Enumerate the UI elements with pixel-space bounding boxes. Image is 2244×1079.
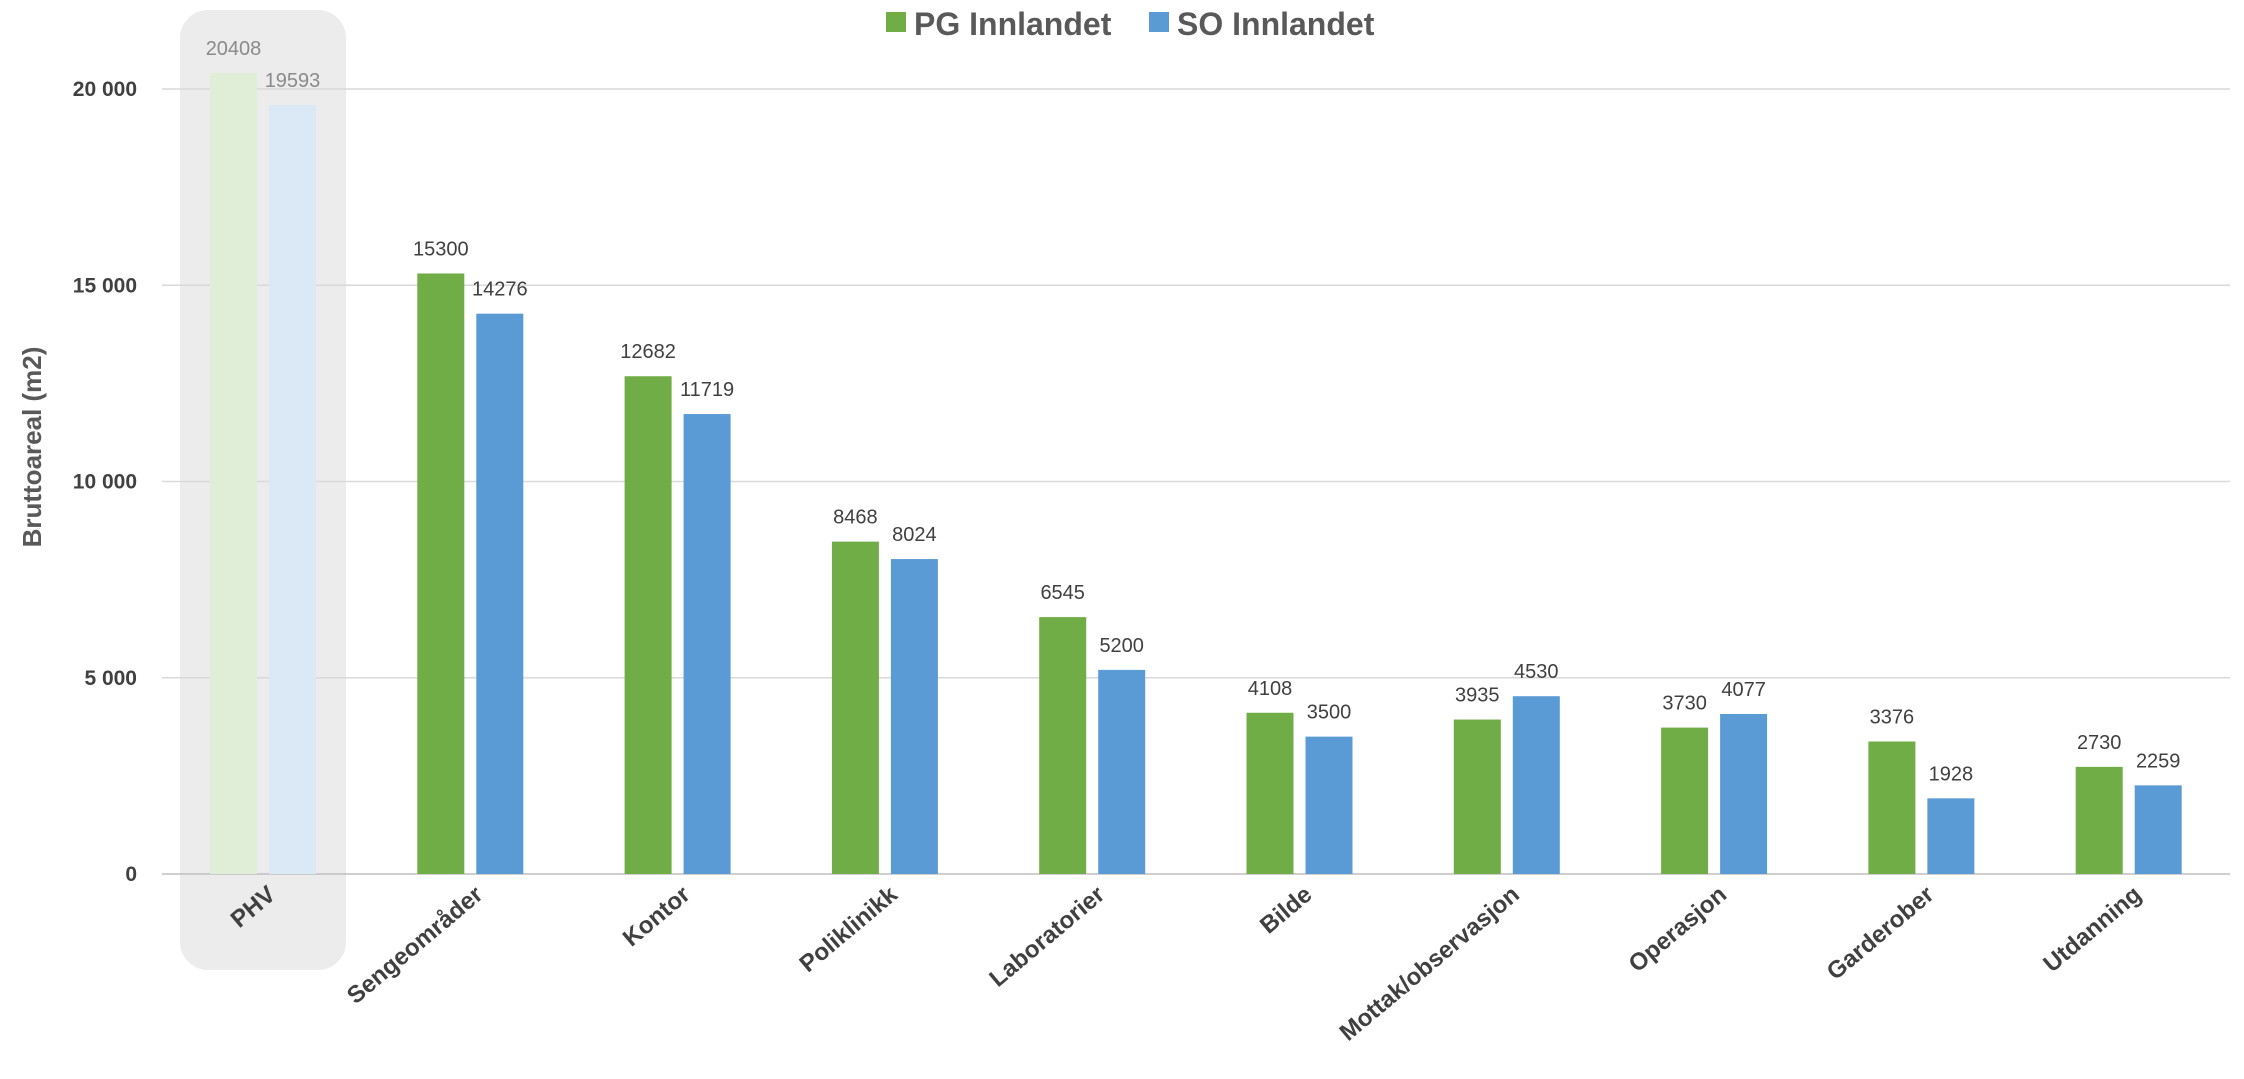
x-axis: PHV Sengeområder Kontor Poliklinikk Laborato… xyxy=(226,880,2147,1046)
bar-pg-innlandet-poliklinikk xyxy=(831,541,879,874)
data-label-pg-innlandet-utdanning: 2730 xyxy=(2077,732,2122,754)
data-label-so-innlandet-utdanning: 2259 xyxy=(2136,750,2181,772)
x-tick-label-kontor: Kontor xyxy=(618,881,696,952)
x-tick-label-poliklinikk: Poliklinikk xyxy=(794,880,903,977)
data-label-so-innlandet-kontor: 11719 xyxy=(680,379,734,401)
bar-pg-innlandet-sengeomrader xyxy=(417,273,465,875)
data-label-so-innlandet-bilde: 3500 xyxy=(1307,702,1352,724)
x-tick-label-operasjon: Operasjon xyxy=(1624,881,1732,978)
legend-swatch-pg-innlandet xyxy=(886,12,906,32)
bar-so-innlandet-utdanning xyxy=(2134,785,2182,874)
data-label-so-innlandet-poliklinikk: 8024 xyxy=(892,524,937,546)
data-label-pg-innlandet-laboratorier: 6545 xyxy=(1040,582,1085,604)
category-highlight-phv xyxy=(180,10,346,970)
bar-pg-innlandet-kontor xyxy=(624,376,672,874)
data-label-pg-innlandet-phv: 20408 xyxy=(206,38,262,60)
bar-pg-innlandet-mottak-observasjon xyxy=(1453,719,1501,874)
bar-so-innlandet-poliklinikk xyxy=(890,559,938,874)
bar-so-innlandet-operasjon xyxy=(1720,713,1768,874)
bars xyxy=(210,72,2182,875)
x-tick-label-bilde: Bilde xyxy=(1255,881,1317,939)
data-label-so-innlandet-sengeomrader: 14276 xyxy=(472,279,528,301)
bar-pg-innlandet-garderober xyxy=(1868,741,1916,874)
data-label-pg-innlandet-mottak-observasjon: 3935 xyxy=(1455,685,1500,707)
x-tick-label-utdanning: Utdanning xyxy=(2038,881,2146,978)
data-label-so-innlandet-laboratorier: 5200 xyxy=(1099,635,1144,657)
y-tick-label: 10 000 xyxy=(73,471,137,494)
bar-pg-innlandet-phv xyxy=(210,72,257,874)
data-label-pg-innlandet-operasjon: 3730 xyxy=(1662,693,1707,715)
data-label-so-innlandet-mottak-observasjon: 4530 xyxy=(1514,661,1559,683)
bar-so-innlandet-bilde xyxy=(1305,736,1353,874)
bar-so-innlandet-laboratorier xyxy=(1098,669,1146,874)
x-tick-label-sengeomrader: Sengeområder xyxy=(342,881,488,1010)
data-label-pg-innlandet-garderober: 3376 xyxy=(1870,706,1915,728)
bar-pg-innlandet-laboratorier xyxy=(1039,617,1087,874)
data-label-pg-innlandet-poliklinikk: 8468 xyxy=(833,507,878,529)
bar-pg-innlandet-operasjon xyxy=(1661,727,1709,874)
bar-pg-innlandet-utdanning xyxy=(2075,766,2123,874)
highlight-layer xyxy=(180,10,346,970)
data-label-pg-innlandet-bilde: 4108 xyxy=(1248,678,1293,700)
x-tick-label-garderober: Garderober xyxy=(1822,881,1939,986)
bar-so-innlandet-sengeomrader xyxy=(476,313,524,874)
y-tick-label: 5 000 xyxy=(84,667,137,690)
data-label-pg-innlandet-sengeomrader: 15300 xyxy=(413,238,469,260)
legend-label-so-innlandet: SO Innlandet xyxy=(1177,6,1375,42)
bar-so-innlandet-garderober xyxy=(1927,798,1975,874)
y-axis-title: Bruttoareal (m2) xyxy=(17,347,47,548)
y-tick-label: 20 000 xyxy=(73,78,137,101)
legend: PG Innlandet SO Innlandet xyxy=(886,6,1375,42)
y-tick-label: 15 000 xyxy=(73,274,137,297)
data-label-so-innlandet-garderober: 1928 xyxy=(1929,763,1974,785)
bar-so-innlandet-kontor xyxy=(683,414,731,874)
y-tick-label: 0 xyxy=(125,863,137,886)
legend-label-pg-innlandet: PG Innlandet xyxy=(914,6,1112,42)
bar-pg-innlandet-bilde xyxy=(1246,712,1294,874)
data-label-pg-innlandet-kontor: 12682 xyxy=(620,341,676,363)
bar-so-innlandet-mottak-observasjon xyxy=(1512,696,1560,874)
bar-so-innlandet-phv xyxy=(269,104,316,875)
y-axis: 0 5 000 10 000 15 000 20 000 xyxy=(73,78,137,886)
x-tick-label-laboratorier: Laboratorier xyxy=(984,881,1110,993)
data-label-so-innlandet-operasjon: 4077 xyxy=(1721,679,1766,701)
gridlines xyxy=(162,88,2230,875)
legend-swatch-so-innlandet xyxy=(1149,12,1169,32)
x-tick-label-mottak-observasjon: Mottak/observasjon xyxy=(1335,881,1525,1047)
data-label-so-innlandet-phv: 19593 xyxy=(265,70,321,92)
